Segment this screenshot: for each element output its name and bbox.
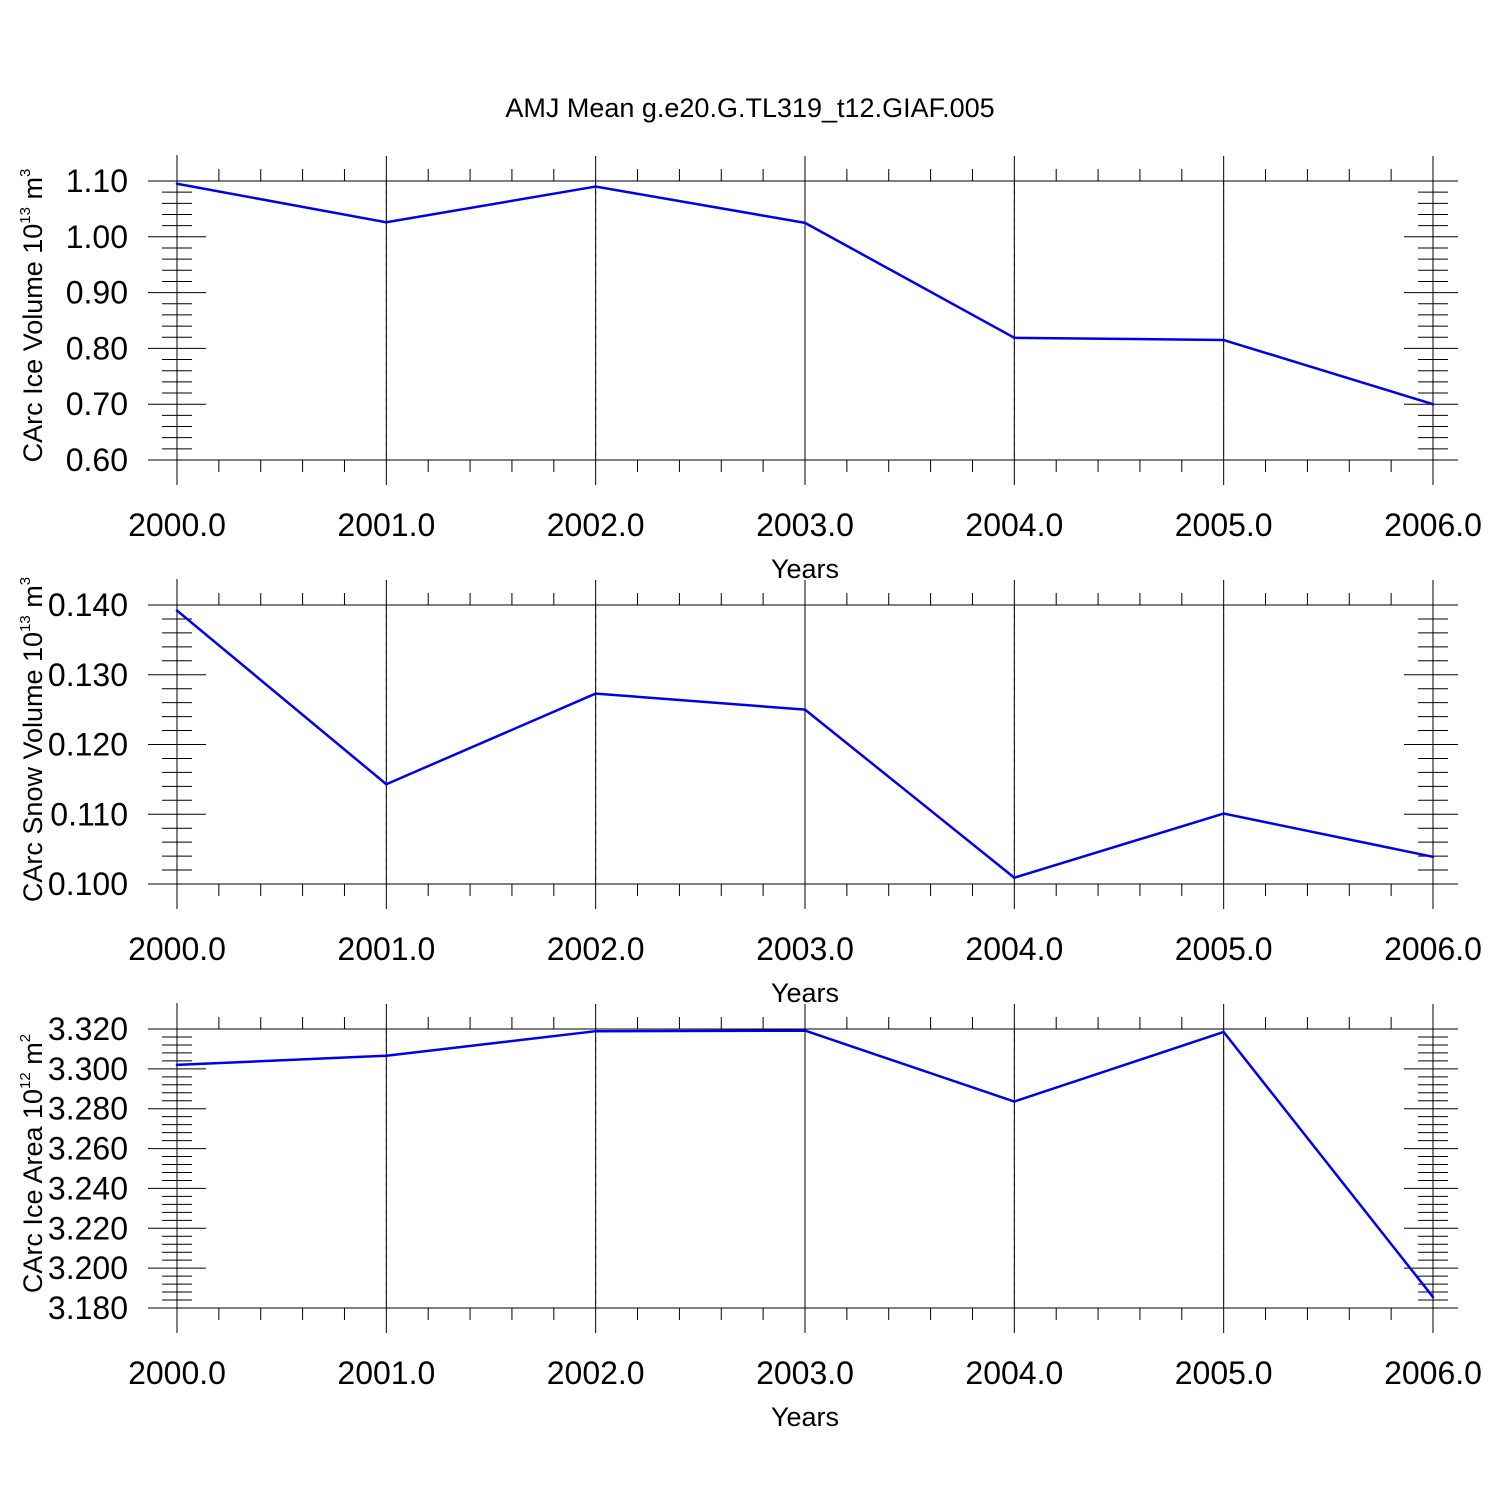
data-point [175,609,179,612]
y-tick-label: 0.100 [48,866,128,902]
y-tick-label: 3.300 [48,1051,128,1087]
y-axis-label: CArc Snow Volume 1013 m3 [17,577,48,902]
data-point [1013,876,1016,880]
x-axis-label: Years [771,554,839,584]
data-point [1431,855,1435,859]
chart-title: AMJ Mean g.e20.G.TL319_t12.GIAF.005 [505,93,994,123]
y-tick-label: 0.70 [66,386,128,422]
data-point [594,185,597,188]
x-tick-label: 2005.0 [1175,1355,1273,1391]
chart-panel-1: 0.60 0.70 0.80 0.90 1.00 1.10 2000.0 2001.0 2002… [17,155,1482,584]
x-tick-label: 2003.0 [756,507,854,543]
y-tick-label: 1.10 [66,163,128,199]
y-tick-label: 3.180 [48,1290,128,1326]
x-tick-label: 2005.0 [1175,931,1273,967]
data-point [1222,338,1225,342]
x-tick-label: 2003.0 [756,1355,854,1391]
y-tick-label: 0.140 [48,587,128,623]
data-point [1013,336,1016,340]
x-tick-label: 2006.0 [1384,1355,1482,1391]
y-tick-label: 0.130 [48,657,128,693]
y-tick-label: 3.280 [48,1091,128,1127]
data-point [1222,812,1225,815]
data-point [594,692,597,695]
y-tick-label: 3.200 [48,1250,128,1286]
x-tick-label: 2001.0 [337,1355,435,1391]
data-point [175,1063,179,1067]
chart-panel-2: 0.100 0.110 0.120 0.130 0.140 2000.0 2001.0 200… [17,577,1482,1008]
x-tick-label: 2004.0 [965,507,1063,543]
data-point [175,182,179,186]
y-axis-label: CArc Ice Volume 1013 m3 [17,169,48,463]
y-tick-label: 0.120 [48,727,128,763]
y-tick-label: 0.110 [50,796,128,832]
data-point [385,782,388,786]
data-point [1431,402,1435,406]
x-tick-label: 2005.0 [1175,507,1273,543]
y-tick-label: 0.80 [66,330,128,366]
data-point [385,220,388,224]
data-point [594,1029,597,1033]
x-tick-label: 2003.0 [756,931,854,967]
x-tick-label: 2000.0 [128,1355,226,1391]
y-tick-label: 0.90 [66,275,128,311]
x-tick-label: 2002.0 [547,1355,645,1391]
y-tick-label: 0.60 [66,442,128,478]
data-point [385,1054,388,1058]
x-axis-label: Years [771,978,839,1008]
data-point [1431,1295,1435,1299]
y-tick-label: 3.260 [48,1131,128,1167]
y-tick-label: 3.240 [48,1170,128,1206]
data-point [803,708,807,711]
x-tick-label: 2006.0 [1384,931,1482,967]
x-axis-label: Years [771,1402,839,1432]
data-point [803,1029,807,1032]
x-tick-label: 2004.0 [965,1355,1063,1391]
y-tick-label: 3.320 [48,1011,128,1047]
y-tick-label: 3.220 [48,1210,128,1246]
x-tick-label: 2006.0 [1384,507,1482,543]
y-axis-label: CArc Ice Area 1012 m2 [17,1034,48,1293]
x-tick-label: 2001.0 [337,931,435,967]
x-tick-label: 2004.0 [965,931,1063,967]
x-tick-label: 2000.0 [128,931,226,967]
data-point [803,221,807,225]
data-point [1013,1100,1016,1103]
y-tick-label: 1.00 [66,219,128,255]
x-tick-label: 2000.0 [128,507,226,543]
x-tick-label: 2002.0 [547,507,645,543]
x-tick-label: 2001.0 [337,507,435,543]
data-point [1222,1030,1225,1034]
x-tick-label: 2002.0 [547,931,645,967]
